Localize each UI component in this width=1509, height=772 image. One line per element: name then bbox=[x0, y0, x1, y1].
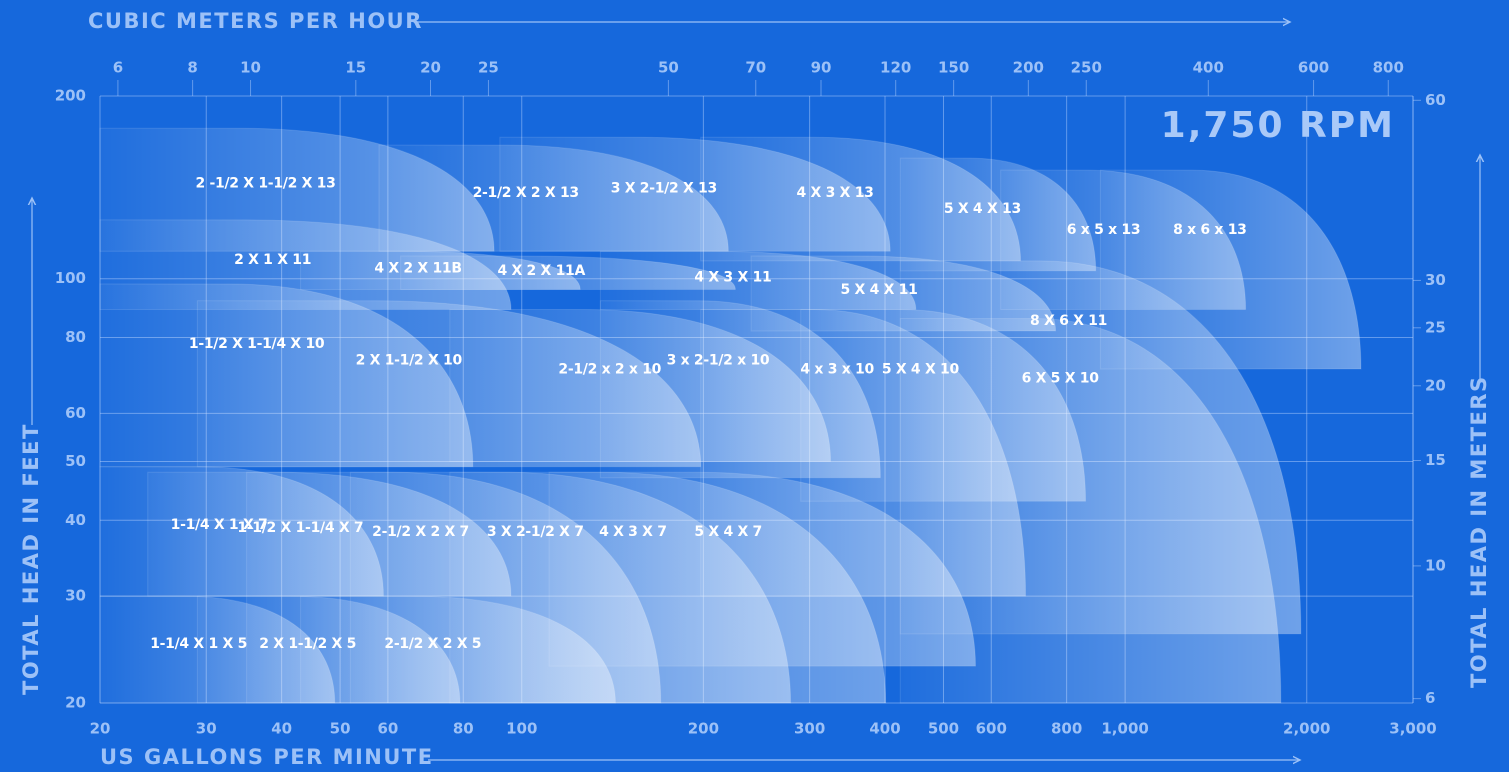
x2-tick-label: 50 bbox=[658, 59, 679, 77]
pump-label: 3 x 2-1/2 x 10 bbox=[667, 353, 770, 369]
y2-tick-label: 20 bbox=[1425, 376, 1446, 394]
pump-label: 1-1/4 X 1 X 5 bbox=[150, 636, 247, 652]
pump-label: 1-1/2 X 1-1/4 X 10 bbox=[189, 336, 325, 352]
pump-label: 8 X 6 X 11 bbox=[1030, 313, 1107, 329]
y-tick-label: 200 bbox=[55, 87, 86, 105]
y-tick-label: 60 bbox=[65, 404, 86, 422]
pump-label: 8 x 6 x 13 bbox=[1173, 222, 1247, 238]
pump-label: 2-1/2 X 2 X 7 bbox=[372, 524, 469, 540]
y-tick-label: 80 bbox=[65, 328, 86, 346]
pump-label: 5 X 4 X 11 bbox=[840, 282, 917, 298]
y2-tick-label: 25 bbox=[1425, 318, 1446, 336]
y-tick-label: 50 bbox=[65, 452, 86, 470]
x2-tick-label: 20 bbox=[420, 59, 441, 77]
x-tick-label: 60 bbox=[377, 720, 398, 738]
pump-label: 4 X 3 X 7 bbox=[599, 524, 667, 540]
x2-tick-label: 800 bbox=[1373, 59, 1404, 77]
x2-tick-label: 150 bbox=[938, 59, 969, 77]
x2-axis-title: CUBIC METERS PER HOUR bbox=[88, 9, 423, 33]
x2-tick-label: 250 bbox=[1071, 59, 1102, 77]
x2-tick-label: 600 bbox=[1298, 59, 1329, 77]
y-tick-label: 100 bbox=[55, 269, 86, 287]
y-tick-label: 40 bbox=[65, 511, 86, 529]
x2-tick-label: 6 bbox=[113, 59, 123, 77]
x-tick-label: 20 bbox=[90, 720, 111, 738]
x2-tick-label: 120 bbox=[880, 59, 911, 77]
x-tick-label: 600 bbox=[976, 720, 1007, 738]
pump-regions bbox=[99, 127, 1362, 704]
pump-label: 5 X 4 X 10 bbox=[882, 361, 960, 377]
pump-label: 2 -1/2 X 1-1/2 X 13 bbox=[196, 176, 336, 192]
rpm-label: 1,750 RPM bbox=[1161, 105, 1395, 146]
pump-label: 4 X 3 X 13 bbox=[797, 185, 874, 201]
pump-region bbox=[99, 283, 474, 468]
y2-axis-title: TOTAL HEAD IN METERS bbox=[1467, 375, 1491, 688]
x2-tick-label: 70 bbox=[745, 59, 766, 77]
pump-label: 2-1/2 x 2 x 10 bbox=[558, 361, 661, 377]
x-tick-label: 50 bbox=[330, 720, 351, 738]
x-tick-label: 100 bbox=[506, 720, 537, 738]
pump-label: 2 X 1-1/2 X 10 bbox=[356, 353, 463, 369]
y-tick-label: 20 bbox=[65, 694, 86, 712]
y2-tick-label: 6 bbox=[1425, 689, 1435, 707]
x-tick-label: 300 bbox=[794, 720, 825, 738]
pump-label: 4 X 2 X 11B bbox=[374, 260, 461, 276]
pump-label: 3 X 2-1/2 X 7 bbox=[487, 524, 584, 540]
pump-label: 1-1/4 X 1 X 7 bbox=[171, 517, 268, 533]
pump-label: 5 X 4 X 7 bbox=[694, 524, 762, 540]
x2-tick-label: 10 bbox=[240, 59, 261, 77]
x-tick-label: 800 bbox=[1051, 720, 1082, 738]
x2-tick-label: 90 bbox=[811, 59, 832, 77]
x2-tick-label: 25 bbox=[478, 59, 499, 77]
x-tick-label: 2,000 bbox=[1283, 720, 1330, 738]
x-axis-title: US GALLONS PER MINUTE bbox=[100, 745, 434, 769]
pump-label: 4 X 2 X 11A bbox=[497, 263, 585, 279]
x-tick-label: 400 bbox=[869, 720, 900, 738]
y2-tick-label: 30 bbox=[1425, 271, 1446, 289]
pump-label: 1-1/2 X 1-1/4 X 7 bbox=[237, 520, 363, 536]
x2-tick-label: 400 bbox=[1193, 59, 1224, 77]
x-tick-label: 200 bbox=[688, 720, 719, 738]
x2-tick-label: 200 bbox=[1013, 59, 1044, 77]
x-tick-label: 30 bbox=[196, 720, 217, 738]
pump-label: 5 X 4 X 13 bbox=[944, 201, 1021, 217]
pump-label: 6 x 5 x 13 bbox=[1067, 222, 1141, 238]
pump-region bbox=[99, 595, 336, 704]
pump-label: 6 X 5 X 10 bbox=[1022, 370, 1100, 386]
x2-tick-label: 8 bbox=[187, 59, 197, 77]
y-tick-label: 30 bbox=[65, 587, 86, 605]
y2-tick-label: 60 bbox=[1425, 91, 1446, 109]
pump-region bbox=[99, 466, 384, 597]
pump-label: 3 X 2-1/2 X 13 bbox=[611, 181, 717, 197]
y2-tick-label: 15 bbox=[1425, 451, 1446, 469]
pump-label: 4 x 3 x 10 bbox=[800, 361, 874, 377]
pump-label: 2-1/2 X 2 X 13 bbox=[473, 185, 579, 201]
x2-tick-label: 15 bbox=[345, 59, 366, 77]
x-tick-label: 1,000 bbox=[1101, 720, 1148, 738]
labels: 8 x 6 x 13 6 x 5 x 13 5 X 4 X 13 4 X 3 X 13… bbox=[150, 176, 1247, 653]
y-axis-title: TOTAL HEAD IN FEET bbox=[19, 423, 43, 695]
pump-label: 2 X 1-1/2 X 5 bbox=[259, 636, 356, 652]
pump-label: 2 X 1 X 11 bbox=[234, 252, 311, 268]
x-tick-label: 40 bbox=[271, 720, 292, 738]
y2-tick-label: 10 bbox=[1425, 556, 1446, 574]
pump-label: 4 X 3 X 11 bbox=[694, 269, 771, 285]
x-tick-label: 500 bbox=[928, 720, 959, 738]
x-tick-label: 80 bbox=[453, 720, 474, 738]
pump-label: 2-1/2 X 2 X 5 bbox=[384, 636, 481, 652]
x-tick-label: 3,000 bbox=[1389, 720, 1436, 738]
